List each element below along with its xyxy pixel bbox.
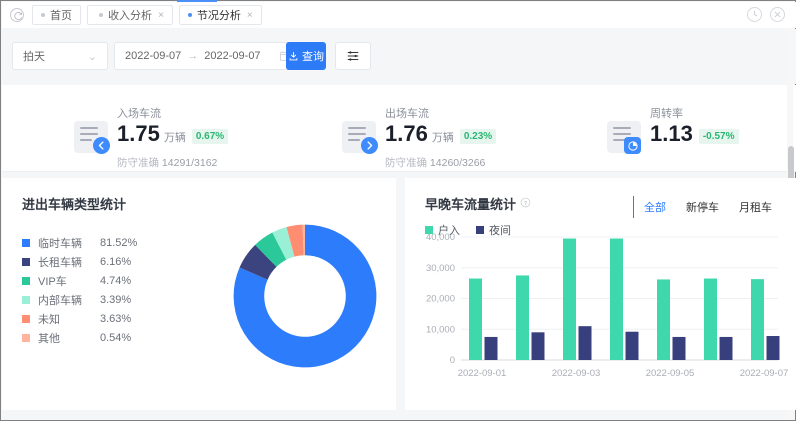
svg-text:?: ? — [523, 201, 527, 207]
svg-text:2022-09-05: 2022-09-05 — [646, 368, 695, 379]
svg-text:2022-09-03: 2022-09-03 — [552, 368, 601, 379]
svg-text:2022-09-01: 2022-09-01 — [458, 368, 507, 379]
svg-text:0: 0 — [450, 355, 455, 366]
svg-text:10,000: 10,000 — [426, 324, 455, 335]
svg-text:2022-09-07: 2022-09-07 — [740, 368, 789, 379]
svg-text:40,000: 40,000 — [426, 232, 455, 243]
svg-text:30,000: 30,000 — [426, 263, 455, 274]
svg-text:20,000: 20,000 — [426, 294, 455, 305]
